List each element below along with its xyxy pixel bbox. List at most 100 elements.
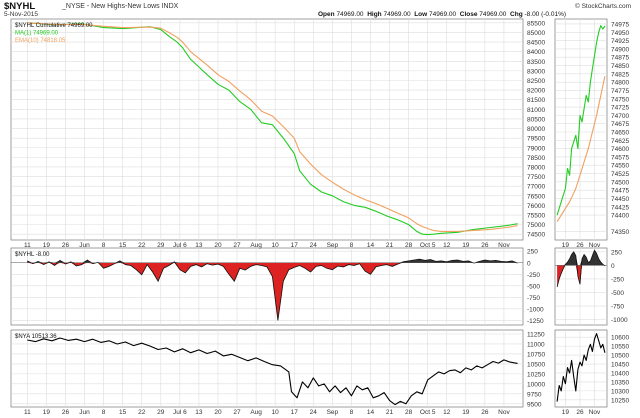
symbol-title: $NYHL	[4, 1, 36, 12]
mid-y-tick-label: 0	[527, 260, 531, 267]
mid-inset-positive-area	[557, 250, 605, 266]
bottom-inset-x-tick-label: Nov	[589, 409, 601, 416]
bottom-x-tick-label: 29	[157, 409, 165, 416]
bottom-inset-y-tick-label: 10350	[611, 379, 629, 386]
main-y-tick-label: 75500	[527, 213, 545, 220]
main-inset-y-tick-label: 74550	[611, 163, 629, 170]
mid-frame	[10, 247, 524, 326]
main-series-ma1	[27, 22, 518, 236]
main-x-tick-label: 22	[138, 242, 146, 249]
main-y-tick-label: 81000	[527, 107, 545, 114]
main-inset-y-tick-label: 74925	[611, 38, 629, 45]
main-inset-y-tick-label: 74400	[611, 213, 629, 220]
high-label: High	[367, 11, 382, 18]
chg-label: Chg	[510, 11, 523, 18]
bottom-x-tick-label: 19	[462, 409, 470, 416]
bottom-x-tick-label: 26	[481, 409, 489, 416]
main-y-tick-label: 80000	[527, 126, 545, 133]
main-y-tick-label: 75000	[527, 222, 545, 229]
mid-y-tick-label: 250	[527, 249, 538, 256]
main-inset-y-tick-label: 74450	[611, 196, 629, 203]
main-inset-y-tick-label: 74750	[611, 96, 629, 103]
main-inset-x-tick-label: Nov	[589, 242, 601, 249]
mid-y-tick-label: -500	[527, 283, 540, 290]
main-x-tick-label: 26	[62, 242, 70, 249]
close-value: 74969.00	[479, 11, 507, 18]
bottom-x-tick-label: Jul 6	[173, 409, 187, 416]
main-x-tick-label: 8	[350, 242, 354, 249]
main-inset-y-tick-label: 74475	[611, 188, 629, 195]
mid-y-tick-label: -250	[527, 272, 540, 279]
mid-outline	[27, 258, 518, 321]
main-y-tick-label: 78500	[527, 155, 545, 162]
bottom-inset-y-tick-label: 10600	[611, 335, 629, 342]
mid-negative-area	[27, 262, 518, 321]
main-y-tick-label: 83500	[527, 59, 545, 66]
mid-inset-y-tick-label: 0	[611, 263, 615, 270]
main-x-tick-label: 27	[233, 242, 241, 249]
bottom-y-tick-label: 11250	[527, 331, 545, 338]
low-label: Low	[414, 11, 428, 18]
main-x-tick-label: 19	[462, 242, 470, 249]
main-x-tick-label: 13	[195, 242, 203, 249]
bottom-series-nya	[27, 337, 518, 406]
main-x-tick-label: 20	[214, 242, 222, 249]
bottom-inset-x-tick-label: 19	[562, 409, 570, 416]
chg-value: -8.00 (-0.01%)	[524, 11, 567, 18]
main-x-tick-label: 8	[102, 242, 106, 249]
bottom-x-tick-label: 13	[195, 409, 203, 416]
mid-inset-y-tick-label: -500	[611, 290, 624, 297]
main-x-tick-label: Aug	[250, 242, 262, 249]
main-inset-y-tick-label: 74850	[611, 63, 629, 70]
bottom-y-tick-label: 9750	[527, 391, 542, 398]
main-inset-y-tick-label: 74625	[611, 138, 629, 145]
main-y-tick-label: 76500	[527, 193, 545, 200]
brand-label: © StockCharts.com	[575, 3, 632, 10]
main-y-tick-label: 84000	[527, 49, 545, 56]
index-subtitle: _NYSE - New Highs-New Lows INDX	[62, 3, 179, 10]
bottom-inset-y-tick-label: 10250	[611, 397, 629, 404]
bottom-y-tick-label: 10250	[527, 371, 545, 378]
main-inset-y-tick-label: 74775	[611, 88, 629, 95]
main-y-tick-label: 81500	[527, 97, 545, 104]
main-x-tick-label: Nov	[498, 242, 510, 249]
open-label: Open	[318, 11, 335, 18]
main-inset-y-tick-label: 74600	[611, 146, 629, 153]
main-inset-frame	[554, 18, 608, 241]
main-frame	[10, 18, 524, 241]
bottom-y-tick-label: 11000	[527, 341, 545, 348]
bottom-x-tick-label: 20	[214, 409, 222, 416]
bottom-x-tick-label: 22	[138, 409, 146, 416]
bottom-x-tick-label: 14	[367, 409, 375, 416]
main-y-tick-label: 85500	[527, 20, 545, 27]
mid-inset-y-tick-label: -750	[611, 304, 624, 311]
high-value: 74969.00	[383, 11, 411, 18]
main-x-tick-label: 12	[443, 242, 451, 249]
bottom-y-tick-label: 10000	[527, 381, 545, 388]
bottom-x-tick-label: 27	[233, 409, 241, 416]
bottom-x-tick-label: 15	[119, 409, 127, 416]
bottom-x-tick-label: Jun	[79, 409, 90, 416]
main-inset-y-tick-label: 74500	[611, 179, 629, 186]
bottom-y-tick-label: 9500	[527, 401, 542, 408]
bottom-x-tick-label: 10	[272, 409, 280, 416]
main-y-tick-label: 77000	[527, 184, 545, 191]
main-x-tick-label: 17	[291, 242, 299, 249]
bottom-x-tick-label: 19	[43, 409, 51, 416]
main-y-tick-label: 82000	[527, 88, 545, 95]
bottom-x-tick-label: 28	[405, 409, 413, 416]
main-y-tick-label: 76000	[527, 203, 545, 210]
bottom-inset-y-tick-label: 10400	[611, 370, 629, 377]
bottom-frame	[10, 329, 524, 408]
main-x-tick-label: 11	[24, 242, 31, 249]
main-inset-series-ema10	[556, 76, 606, 222]
main-series-ema10	[27, 22, 518, 232]
main-y-tick-label: 84500	[527, 40, 545, 47]
bottom-inset-y-tick-label: 10500	[611, 353, 629, 360]
bottom-x-tick-label: 11	[24, 409, 31, 416]
bottom-inset-y-tick-label: 10300	[611, 388, 629, 395]
bottom-x-tick-label: 26	[62, 409, 70, 416]
bottom-x-tick-label: Sep	[327, 409, 339, 416]
main-x-tick-label: 29	[157, 242, 165, 249]
